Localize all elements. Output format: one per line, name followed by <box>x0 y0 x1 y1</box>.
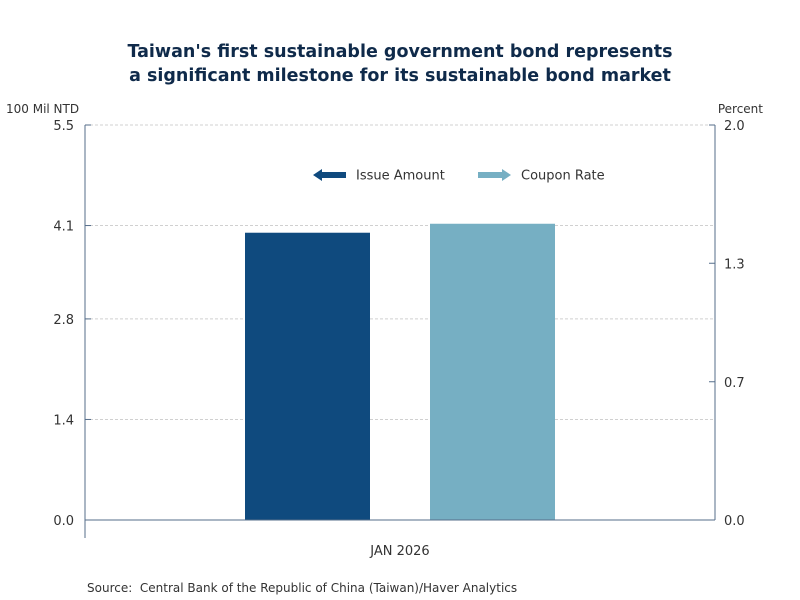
right-tick-label: 2.0 <box>724 119 745 134</box>
left-axis-label: 100 Mil NTD <box>6 102 79 116</box>
legend-label-issue-amount: Issue Amount <box>356 169 445 184</box>
legend-arrow-right-icon <box>478 169 511 181</box>
chart-title: Taiwan's first sustainable government bo… <box>0 40 800 88</box>
left-tick-label: 1.4 <box>53 413 74 428</box>
chart-title-line-1: Taiwan's first sustainable government bo… <box>127 42 673 62</box>
chart-title-line-2: a significant milestone for its sustaina… <box>129 66 671 86</box>
left-tick-label: 0.0 <box>53 514 74 529</box>
left-tick-label: 4.1 <box>53 220 74 235</box>
right-tick-label: 1.3 <box>724 257 745 272</box>
right-tick-label: 0.7 <box>724 376 745 391</box>
left-tick-label: 5.5 <box>53 119 74 134</box>
right-tick-label: 0.0 <box>724 514 745 529</box>
bar-coupon-rate <box>430 223 555 520</box>
left-tick-label: 2.8 <box>53 313 74 328</box>
bar-issue-amount <box>245 232 370 520</box>
legend-arrow-left-icon <box>313 169 346 181</box>
right-axis-label: Percent <box>718 102 763 116</box>
source-note: Source: Central Bank of the Republic of … <box>87 581 518 595</box>
legend-label-coupon-rate: Coupon Rate <box>521 169 605 184</box>
x-tick-label: JAN 2026 <box>369 544 429 559</box>
